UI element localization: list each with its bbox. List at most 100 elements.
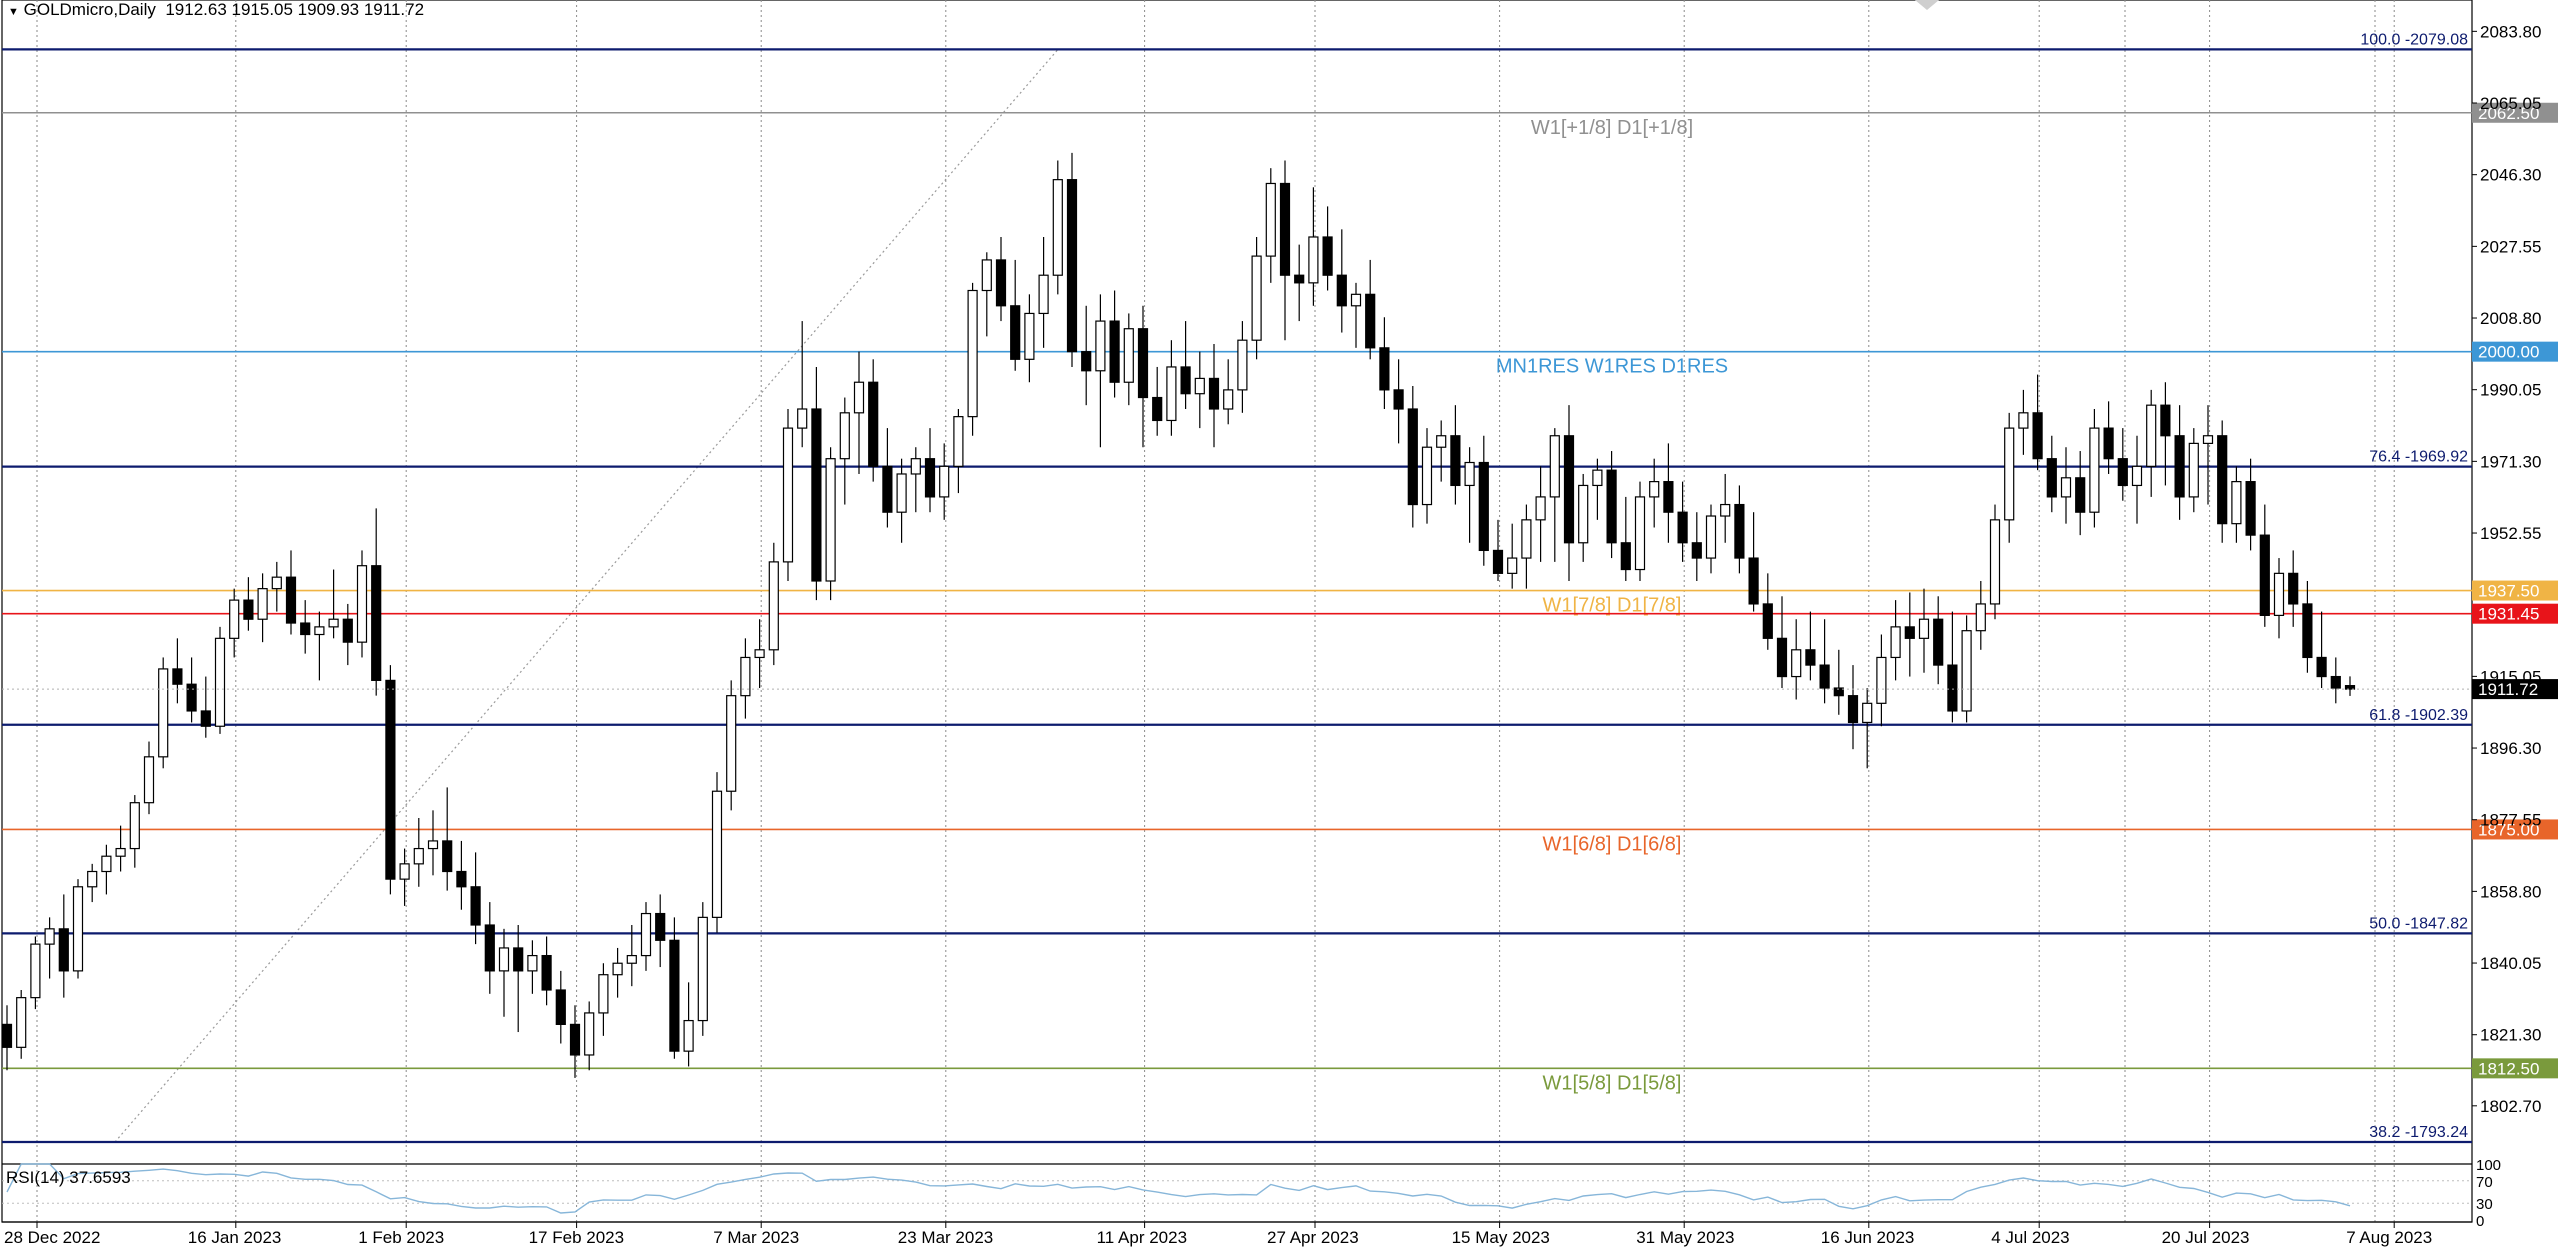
date-label-7: 27 Apr 2023 [1267,1228,1359,1247]
candle-body-39 [555,989,566,1025]
candle-body-19 [271,576,282,590]
candle-106 [1507,523,1518,589]
candle-66 [939,443,950,520]
candle-30 [427,810,439,876]
level-label-3: 76.4 -1969.92 [2369,449,2468,466]
candle-body-57 [811,408,822,582]
candle-body-25 [356,565,368,643]
candle-body-59 [839,412,850,460]
candle-35 [498,928,510,1017]
candle-body-152 [2160,404,2171,437]
candle-28 [399,848,410,906]
candle-body-89 [1265,182,1276,257]
candle-64 [910,447,921,513]
candle-1 [16,989,27,1059]
current-price-tag-bg [2472,679,2558,700]
candle-body-108 [1535,496,1546,521]
candle-93 [1322,206,1333,291]
candle-body-103 [1464,461,1475,487]
candle-body-99 [1407,408,1418,506]
candle-body-95 [1350,293,1362,307]
candle-body-34 [484,924,495,972]
candle-body-10 [143,756,155,804]
candle-body-69 [981,259,992,292]
candle-body-60 [853,381,865,414]
candle-body-98 [1393,389,1404,410]
candle-body-127 [1805,649,1816,666]
level-tag-1: 2062.50 [2478,104,2539,123]
candle-15 [214,626,226,734]
candle-94 [1336,229,1347,333]
scroll-marker-icon [1915,0,1939,10]
date-axis[interactable]: 28 Dec 2022 16 Jan 2023 1 Feb 2023 17 Feb 2… [2,1221,2472,1247]
candle-135 [1918,588,1930,673]
candle-body-106 [1507,557,1518,574]
candle-body-121 [1720,503,1731,517]
candle-body-77 [1095,320,1106,372]
candle-120 [1705,504,1717,574]
candle-113 [1606,451,1617,559]
candle-38 [541,936,552,1006]
level-tag-4: 1937.50 [2478,582,2539,601]
dropdown-triangle-icon[interactable]: ▼ [8,6,19,18]
level-label-10: 38.2 -1793.24 [2369,1124,2468,1141]
rsi-tick-0: 100 [2476,1157,2501,1174]
candle-body-115 [1634,496,1646,571]
candle-160 [2273,558,2285,639]
candle-body-84 [1194,377,1205,395]
candle-77 [1095,294,1106,448]
candle-10 [143,741,155,815]
candle-body-131 [1862,702,1873,724]
level-label-4: W1[7/8] D1[7/8] [1543,595,1682,617]
candle-body-156 [2217,435,2228,525]
candle-body-30 [427,840,439,850]
candle-body-116 [1649,481,1660,498]
candle-43 [612,947,623,998]
candle-124 [1762,573,1773,650]
candle-body-110 [1563,435,1575,544]
candle-body-122 [1734,503,1745,559]
candle-body-86 [1223,389,1234,410]
candle-140 [1989,504,2001,620]
candle-103 [1464,447,1475,543]
candle-132 [1876,634,1887,727]
candle-body-82 [1166,366,1177,422]
candle-body-92 [1308,236,1319,284]
candle-6 [87,863,98,903]
candle-105 [1492,519,1504,581]
candle-22 [314,611,325,681]
rsi-label: RSI(14) 37.6593 [6,1168,131,1187]
candle-107 [1521,504,1532,589]
candle-9 [129,795,140,868]
candlesticks [1,152,2356,1078]
candle-body-93 [1322,236,1333,276]
level-tag-2: 2000.00 [2478,343,2539,362]
candle-body-123 [1748,557,1759,605]
candle-159 [2259,504,2270,627]
candle-body-32 [456,870,467,888]
candle-body-1 [16,997,27,1048]
price-axis[interactable]: 2083.80 2065.05 2046.30 2027.55 2008.80 1990.… [1915,0,2541,1116]
candle-96 [1365,259,1376,360]
candle-body-148 [2103,427,2114,460]
candle-body-55 [782,427,794,563]
candle-body-53 [754,649,765,659]
candle-body-37 [527,954,538,972]
chart-header: ▼ GOLDmicro,Daily 1912.63 1915.05 1909.9… [8,0,424,20]
candle-68 [967,282,978,436]
candle-51 [726,680,737,811]
candle-8 [115,825,126,872]
candle-116 [1649,458,1660,528]
candle-137 [1947,611,1958,723]
price-tick-11: 1858.80 [2480,882,2541,901]
candle-147 [2089,408,2100,528]
candle-33 [470,852,481,945]
ohlc-values: 1912.63 1915.05 1909.93 1911.72 [165,0,425,19]
candle-body-130 [1847,695,1859,724]
date-label-9: 31 May 2023 [1636,1228,1734,1247]
candle-body-76 [1081,351,1092,372]
candle-27 [385,665,396,895]
candle-60 [853,351,865,474]
